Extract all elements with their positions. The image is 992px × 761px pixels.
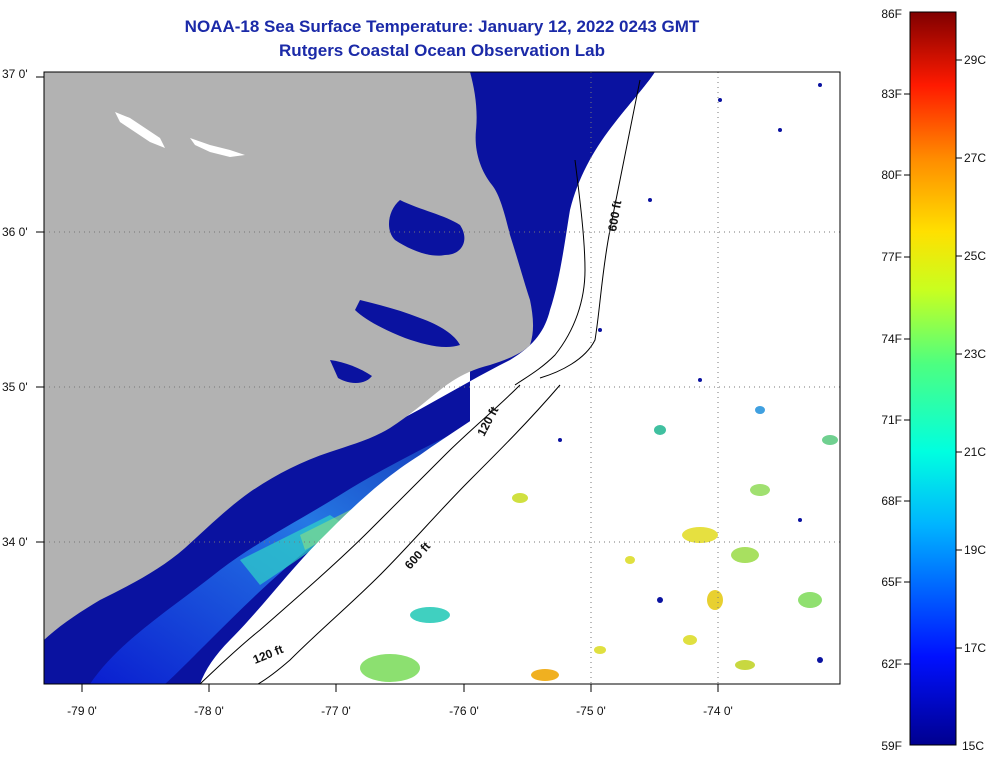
colorbar-c-label: 19C	[964, 543, 986, 557]
lon-label: -77 0'	[321, 704, 351, 718]
grid-lines	[44, 72, 840, 684]
colorbar-f-label: 59F	[881, 739, 902, 753]
lat-label: 36 0'	[2, 225, 28, 239]
colorbar-f-label: 80F	[881, 168, 902, 182]
lon-label: -79 0'	[67, 704, 97, 718]
contour-120ft-north	[514, 159, 586, 386]
colorbar-f-label: 77F	[881, 250, 902, 264]
colorbar-c-label: 21C	[964, 445, 986, 459]
map-subtitle: Rutgers Coastal Ocean Observation Lab	[279, 41, 605, 60]
colorbar-f-label: 68F	[881, 494, 902, 508]
lat-label: 37 0'	[2, 67, 28, 81]
lon-label: -76 0'	[449, 704, 479, 718]
lat-label: 35 0'	[2, 380, 28, 394]
lon-label: -78 0'	[194, 704, 224, 718]
colorbar-f-label: 71F	[881, 413, 902, 427]
colorbar-f-label: 65F	[881, 575, 902, 589]
no-data-region	[200, 72, 840, 684]
colorbar-f-label: 62F	[881, 657, 902, 671]
colorbar-f-label: 86F	[881, 7, 902, 21]
colorbar-c-label: 25C	[964, 249, 986, 263]
lon-label: -75 0'	[576, 704, 606, 718]
contour-label-600-north: 600 ft	[605, 199, 624, 232]
colorbar-c-label: 15C	[962, 739, 984, 753]
colorbar-c-label: 23C	[964, 347, 986, 361]
axis-ticks	[36, 76, 719, 692]
colorbar-ticks	[904, 59, 962, 665]
colorbar-f-label: 74F	[881, 332, 902, 346]
colorbar-f-label: 83F	[881, 87, 902, 101]
contour-600ft-north	[539, 79, 641, 379]
lon-label: -74 0'	[703, 704, 733, 718]
map-title: NOAA-18 Sea Surface Temperature: January…	[184, 17, 700, 36]
contour-120ft-south	[199, 384, 521, 684]
colorbar-c-label: 29C	[964, 53, 986, 67]
colorbar-c-label: 17C	[964, 641, 986, 655]
map-border	[43, 71, 841, 685]
lat-label: 34 0'	[2, 535, 28, 549]
colorbar	[909, 11, 957, 746]
colorbar-c-label: 27C	[964, 151, 986, 165]
contour-600ft-south	[257, 384, 561, 684]
sst-patches	[360, 83, 838, 682]
